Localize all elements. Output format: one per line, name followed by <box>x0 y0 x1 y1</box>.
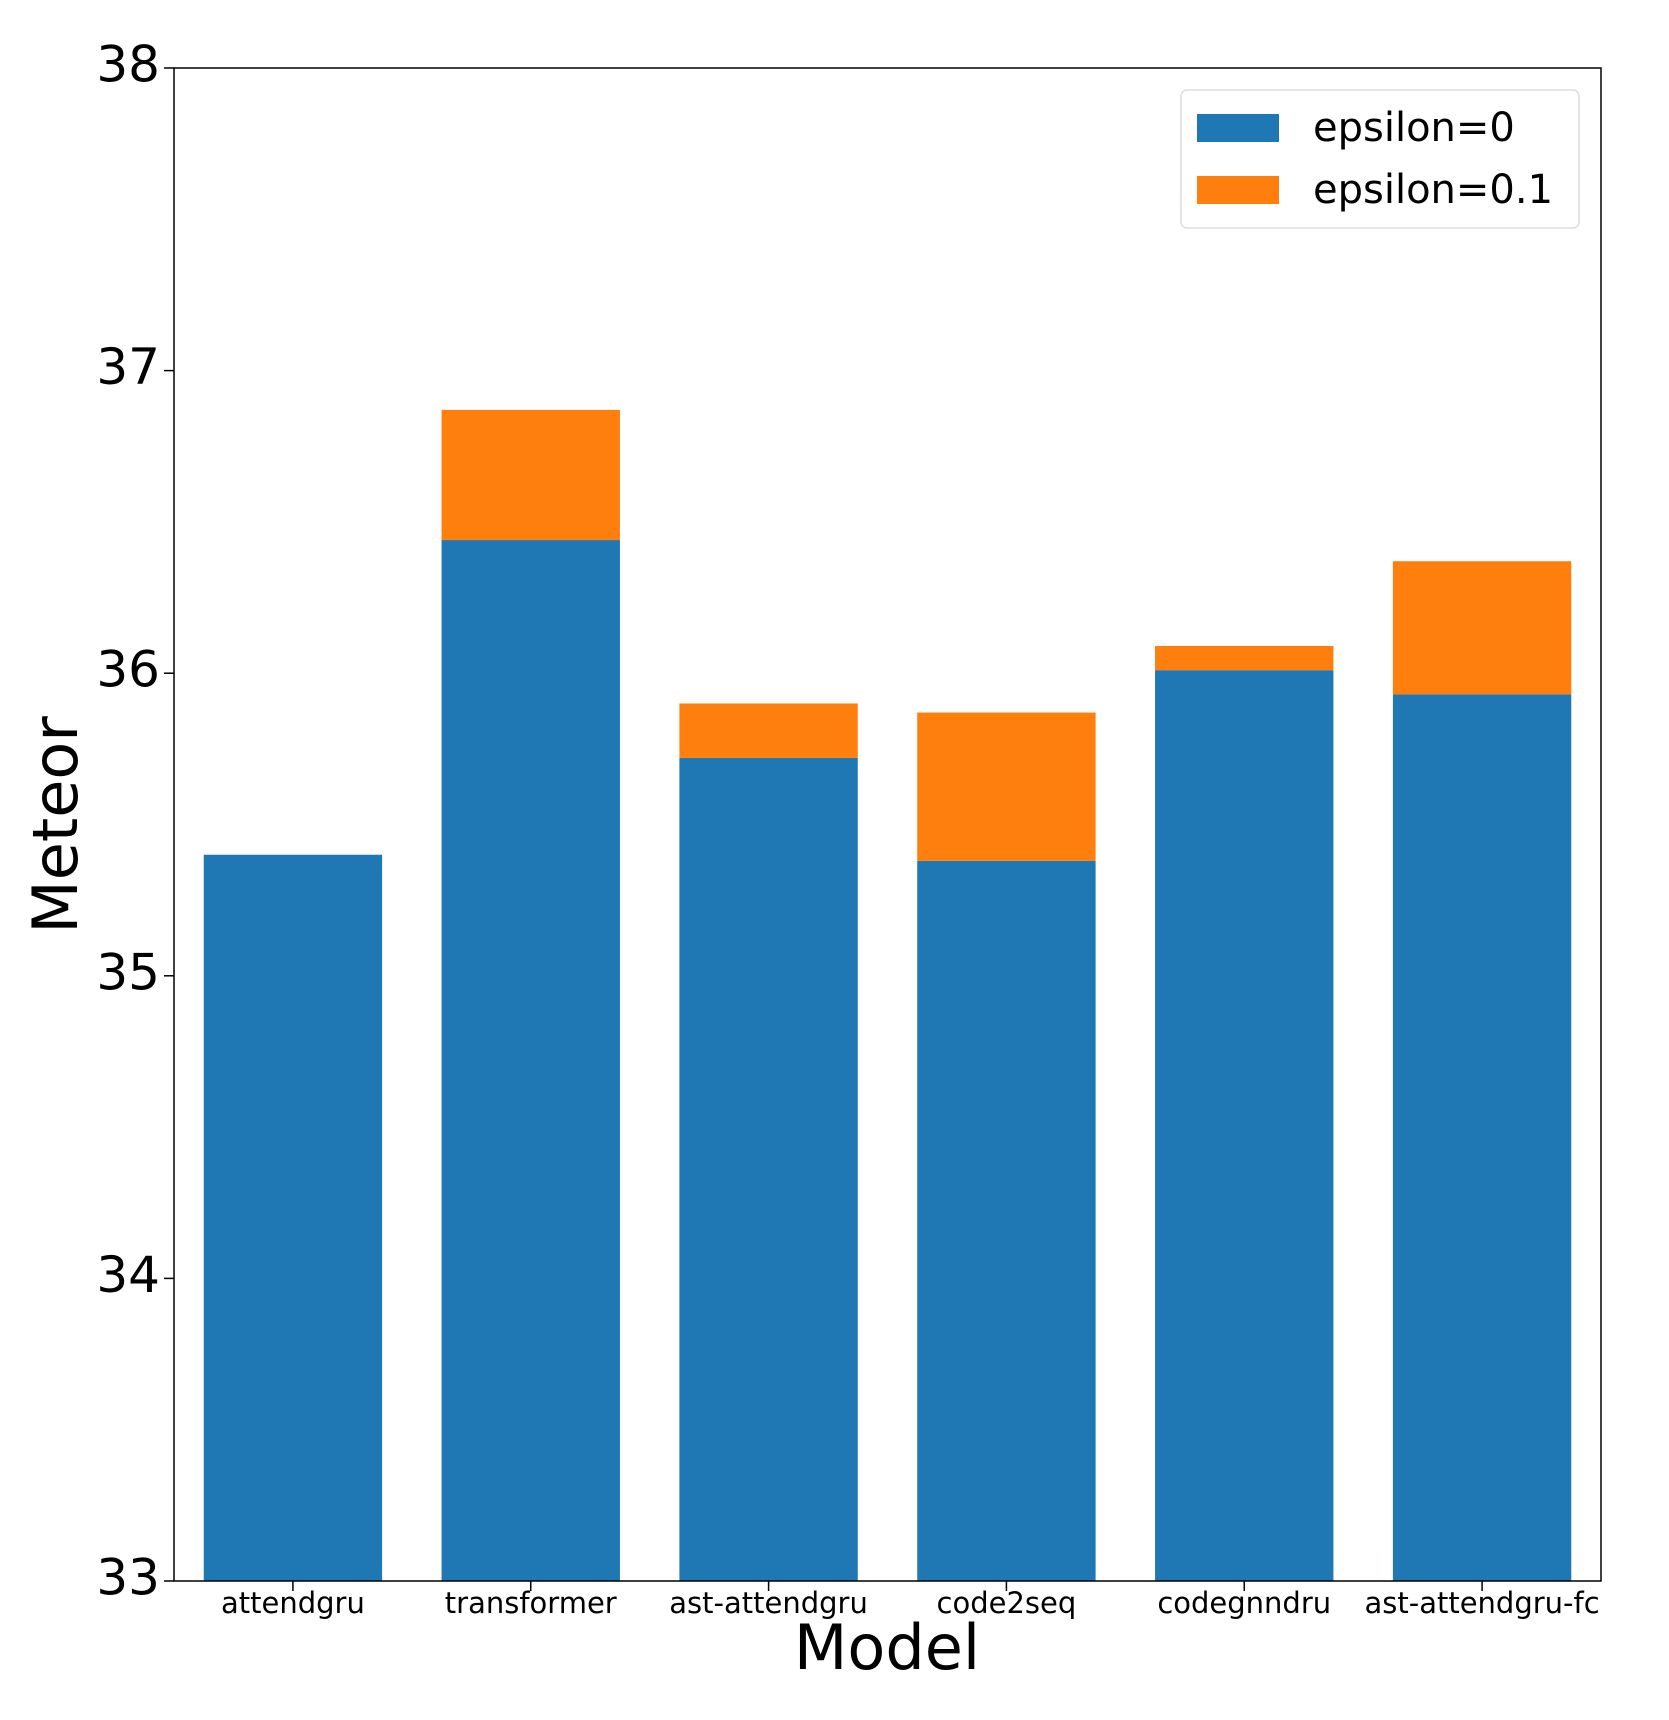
y-axis-label: Meteor <box>19 716 92 934</box>
plot-frame <box>173 67 1602 1582</box>
bar-segment <box>203 854 383 1581</box>
x-tick-label: code2seq <box>937 1586 1077 1620</box>
bar-segment <box>679 703 858 758</box>
y-tick-label: 33 <box>96 1549 160 1607</box>
y-tick-label: 38 <box>96 36 160 94</box>
y-tick-label: 36 <box>96 641 160 699</box>
bar-segment <box>679 757 858 1581</box>
y-tick-label: 37 <box>96 338 160 396</box>
x-tick-label: attendgru <box>221 1586 365 1620</box>
bar-segment <box>441 540 620 1581</box>
y-tick-label: 35 <box>96 943 160 1001</box>
bar-segment <box>1392 694 1572 1581</box>
bar-segment <box>1155 670 1334 1581</box>
bar-segment <box>441 409 620 541</box>
y-tick-label: 34 <box>96 1246 160 1304</box>
x-tick-label: codegnndru <box>1157 1586 1331 1620</box>
bar-segment <box>1155 645 1334 671</box>
bar-segment <box>917 712 1096 861</box>
legend-label: epsilon=0 <box>1313 105 1515 151</box>
x-tick-label: transformer <box>445 1586 617 1620</box>
bars <box>203 409 1572 1581</box>
legend-label: epsilon=0.1 <box>1313 167 1553 213</box>
legend-box <box>1180 89 1580 229</box>
bar-segment <box>1392 561 1572 695</box>
legend-swatch <box>1197 176 1279 204</box>
x-axis-label: Model <box>794 1611 980 1684</box>
x-tick-label: ast-attendgru <box>669 1586 868 1620</box>
legend-swatch <box>1197 114 1279 142</box>
bar-segment <box>917 860 1096 1581</box>
x-tick-label: ast-attendgru-fc <box>1364 1586 1599 1620</box>
